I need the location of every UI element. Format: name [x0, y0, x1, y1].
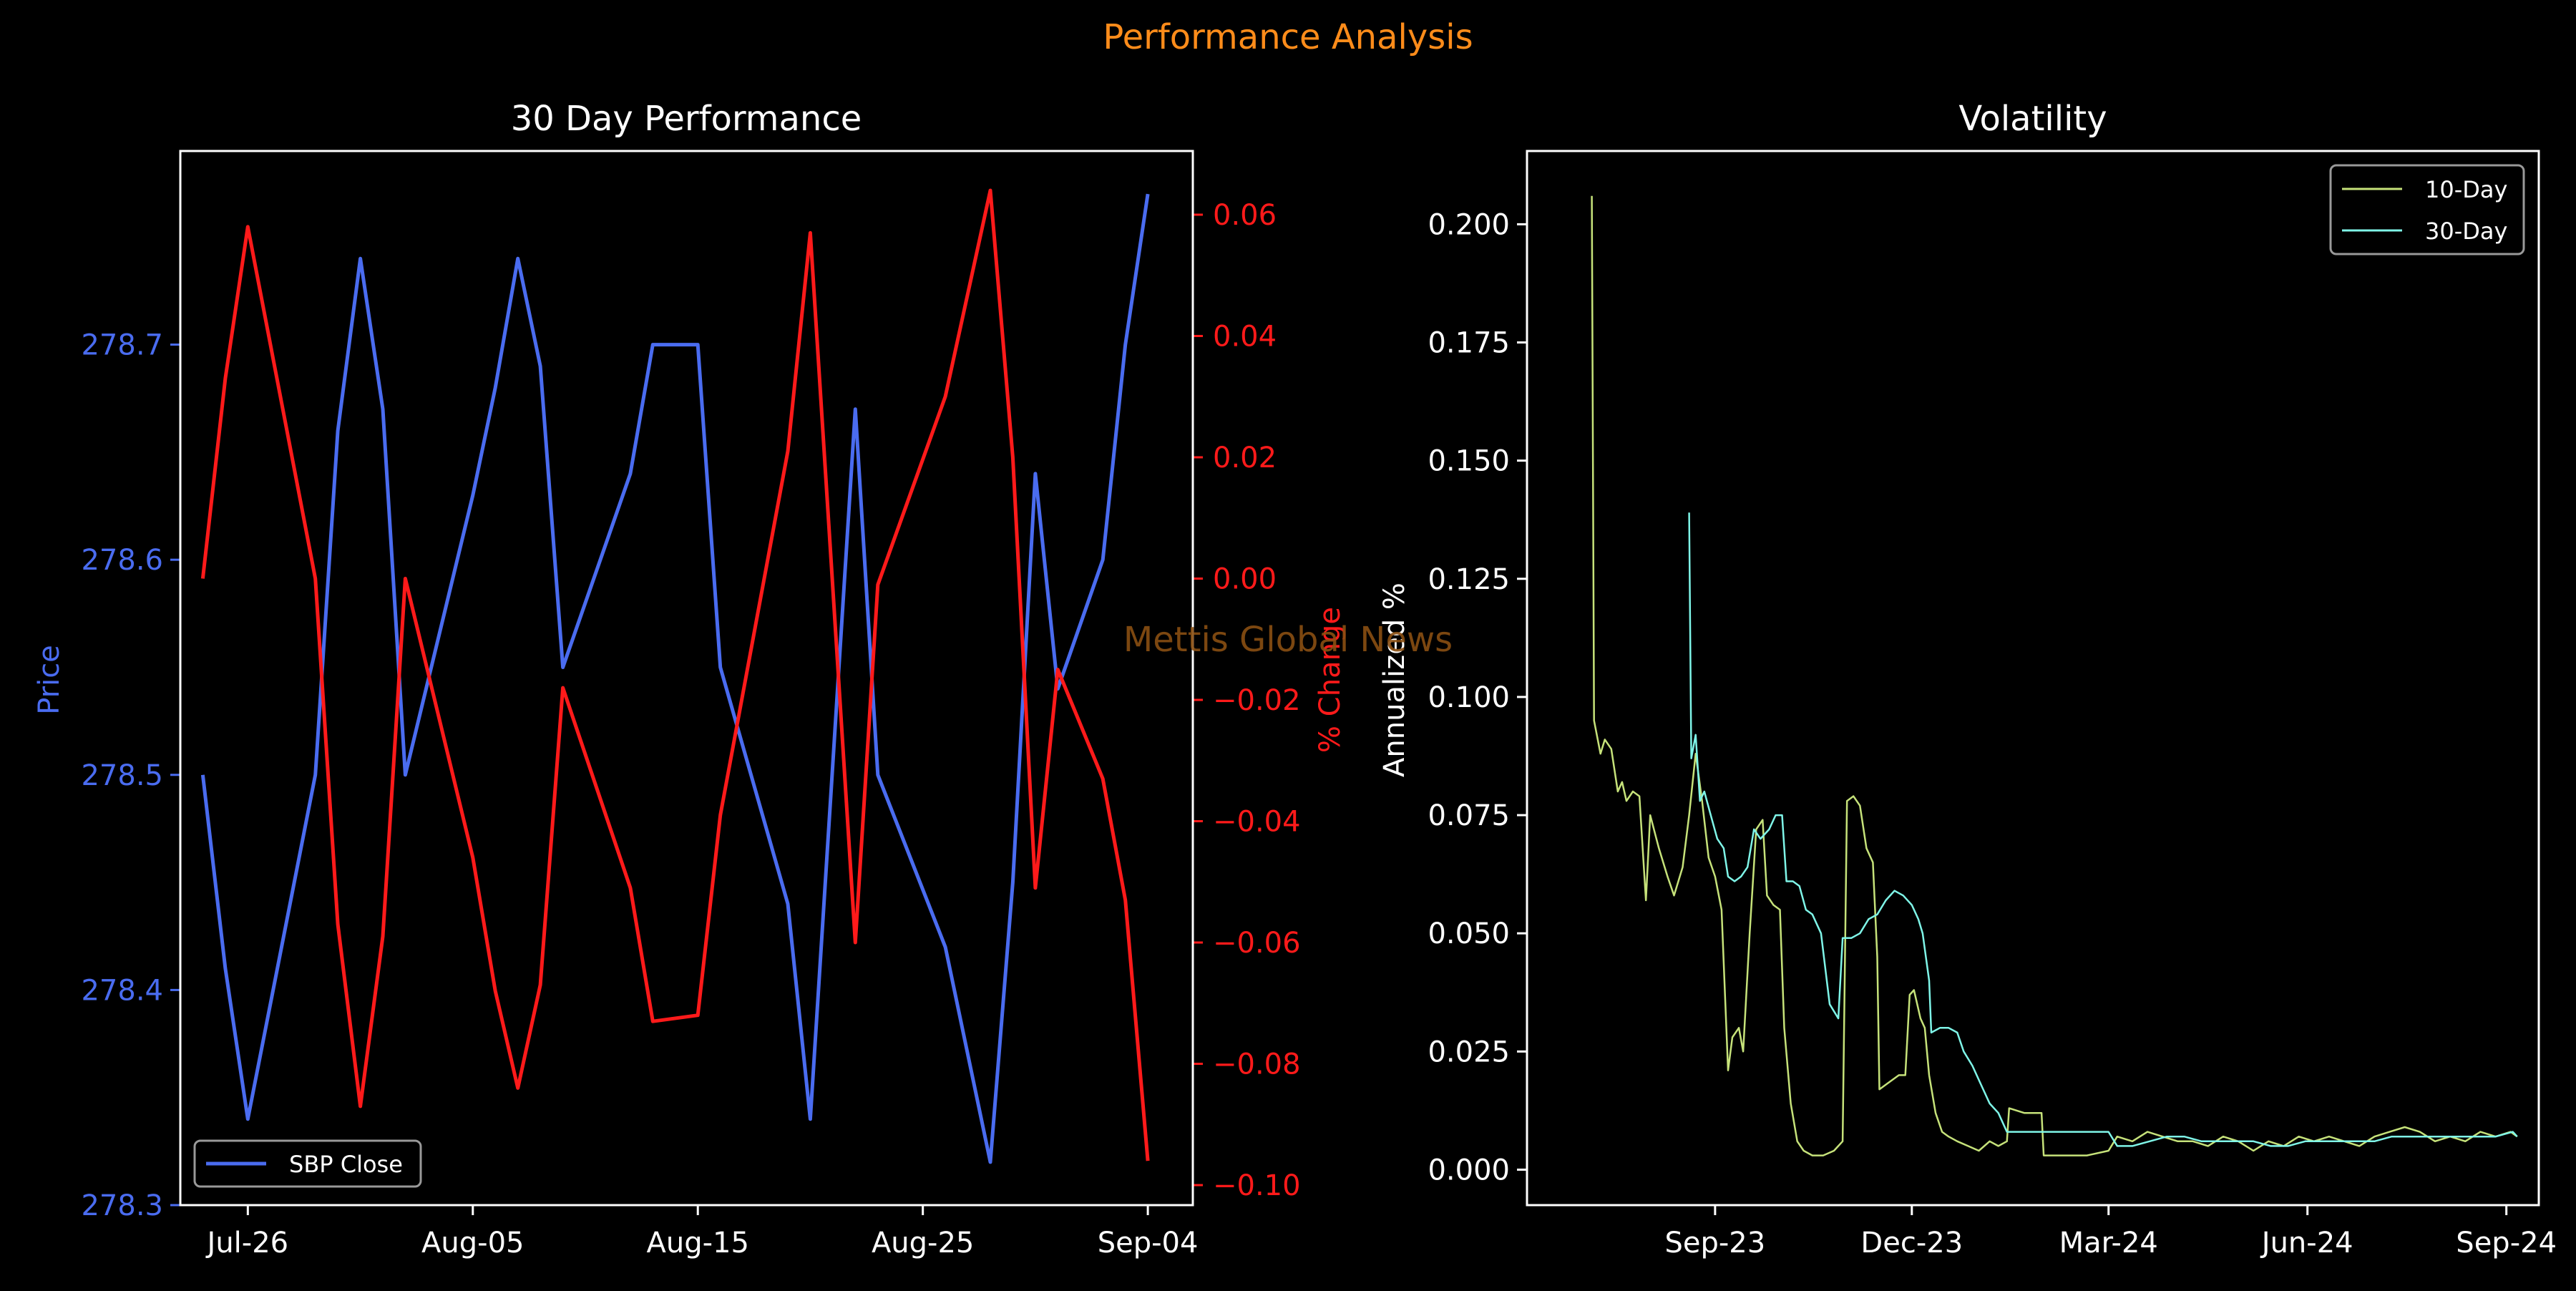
volatility-x-tick-label: Mar-24 [2059, 1227, 2158, 1260]
pct-change-tick-label: 0.00 [1213, 563, 1277, 596]
pct-change-tick-label: 0.06 [1213, 199, 1277, 232]
volatility-x-tick-label: Sep-23 [1664, 1227, 1765, 1260]
price-axis-label: Price [33, 645, 66, 715]
price-tick-label: 278.5 [81, 759, 163, 792]
pct-change-tick-label: −0.04 [1213, 806, 1301, 839]
performance-x-tick-label: Sep-04 [1098, 1227, 1199, 1260]
pct-change-axis-ticks: 0.06 0.04 0.02 0.00 −0.02 −0.04 −0.06 −0.08 −0.1… [1193, 199, 1301, 1202]
performance-x-tick-label: Aug-25 [872, 1227, 974, 1260]
performance-plot-lines [200, 188, 1150, 1164]
price-tick-label: 278.6 [81, 544, 163, 577]
pct-change-tick-label: −0.06 [1213, 927, 1301, 960]
volatility-plot-frame [1526, 150, 2540, 1207]
volatility-y-axis-ticks: 0.000 0.025 0.050 0.075 0.100 0.125 0.150 0.175… [1428, 208, 1527, 1187]
volatility-y-tick-label: 0.125 [1428, 563, 1510, 596]
performance-legend-box [193, 1139, 422, 1188]
volatility-plot-lines [1591, 195, 2518, 1156]
pct-change-axis-label: % Change [1314, 607, 1347, 753]
volatility-y-tick-label: 0.050 [1428, 917, 1510, 950]
series-line-sbp-close [200, 193, 1150, 1164]
price-tick-label: 278.4 [81, 974, 163, 1007]
performance-x-tick-label: Aug-15 [647, 1227, 749, 1260]
legend-label-sbp-close: SBP Close [289, 1151, 403, 1178]
pct-change-tick-label: 0.04 [1213, 320, 1277, 353]
performance-chart-title: 30 Day Performance [511, 99, 862, 139]
volatility-x-axis-ticks: Sep-23 Dec-23 Mar-24 Jun-24 Sep-24 [1664, 1205, 2557, 1260]
volatility-x-tick-label: Sep-24 [2456, 1227, 2557, 1260]
price-tick-label: 278.3 [81, 1189, 163, 1222]
volatility-y-tick-label: 0.175 [1428, 327, 1510, 360]
pct-change-tick-label: −0.02 [1213, 684, 1301, 717]
volatility-x-tick-label: Dec-23 [1860, 1227, 1963, 1260]
volatility-legend: 10-Day 30-Day [2329, 164, 2525, 255]
volatility-y-tick-label: 0.100 [1428, 681, 1510, 714]
watermark: Mettis Global News [1123, 620, 1453, 660]
volatility-y-tick-label: 0.150 [1428, 445, 1510, 478]
volatility-y-axis-label: Annualized % [1378, 583, 1411, 777]
series-line-change [200, 188, 1150, 1161]
volatility-x-tick-label: Jun-24 [2260, 1227, 2353, 1260]
pct-change-tick-label: 0.02 [1213, 442, 1277, 474]
volatility-y-tick-label: 0.000 [1428, 1154, 1510, 1187]
volatility-y-tick-label: 0.200 [1428, 208, 1510, 241]
performance-legend: SBP Close [193, 1139, 422, 1188]
volatility-y-tick-label: 0.075 [1428, 799, 1510, 832]
volatility-y-tick-label: 0.025 [1428, 1036, 1510, 1068]
series-line-10-day [1591, 195, 2518, 1156]
performance-x-tick-label: Jul-26 [205, 1227, 289, 1260]
volatility-chart-title: Volatility [1958, 99, 2107, 139]
figure-suptitle: Performance Analysis [1103, 17, 1473, 57]
legend-label-30-day: 30-Day [2425, 218, 2507, 245]
pct-change-tick-label: −0.08 [1213, 1048, 1301, 1081]
performance-x-tick-label: Aug-05 [421, 1227, 524, 1260]
price-tick-label: 278.7 [81, 329, 163, 362]
price-axis-ticks: 278.3 278.4 278.5 278.6 278.7 [81, 329, 180, 1222]
performance-plot-frame [179, 150, 1194, 1207]
pct-change-tick-label: −0.10 [1213, 1169, 1301, 1202]
legend-label-10-day: 10-Day [2425, 176, 2507, 203]
series-line-30-day [1688, 512, 2518, 1147]
volatility-legend-box [2329, 164, 2525, 255]
performance-x-axis-ticks: Jul-26 Aug-05 Aug-15 Aug-25 Sep-04 [205, 1205, 1199, 1260]
